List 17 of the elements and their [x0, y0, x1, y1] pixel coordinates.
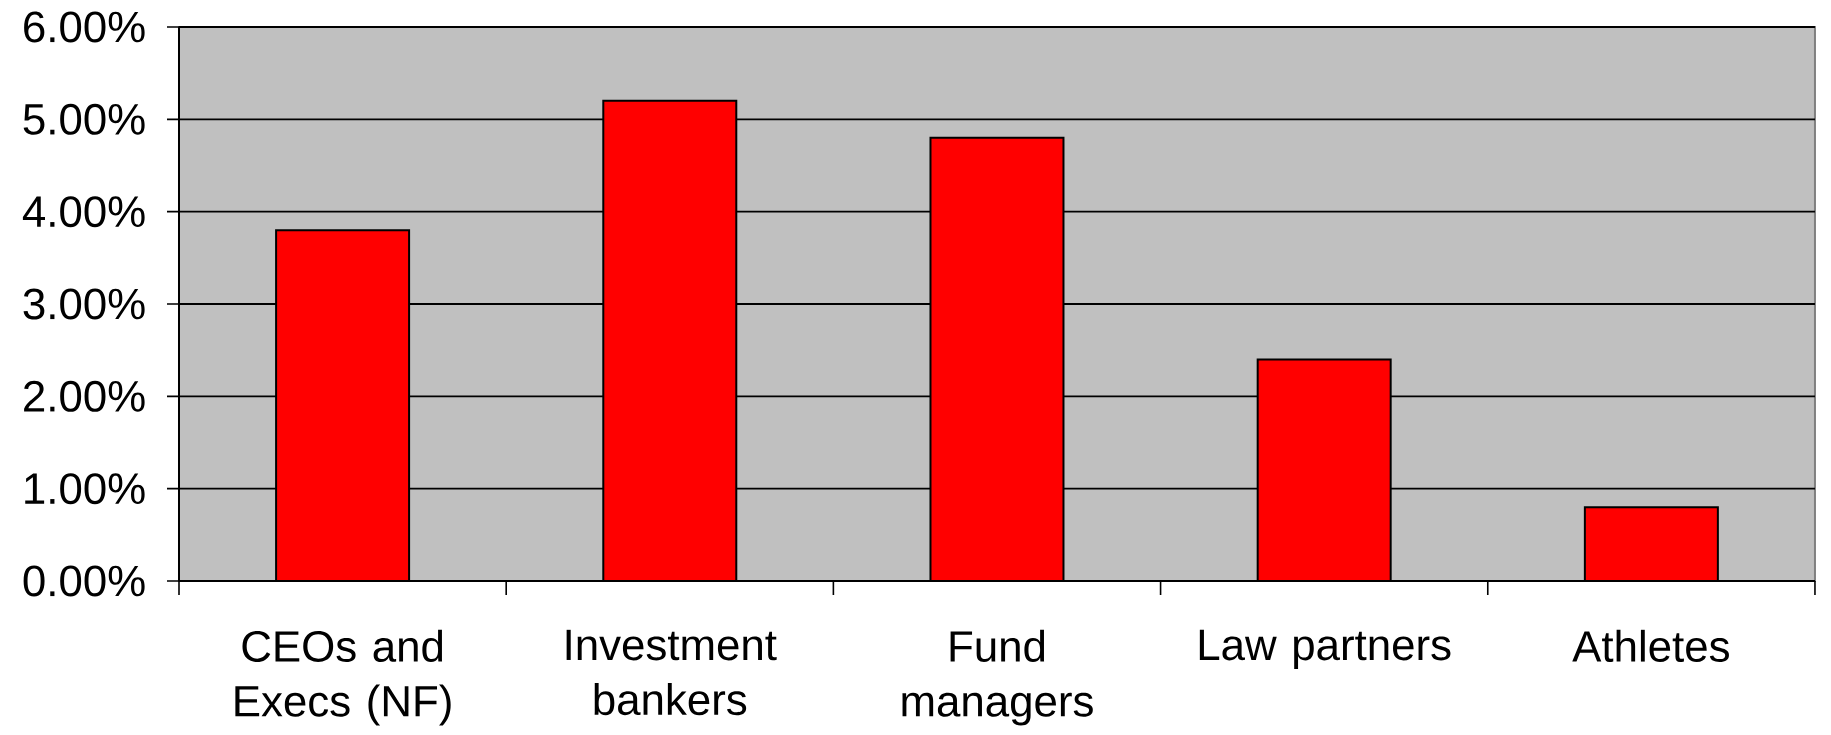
y-tick-label: 4.00% — [22, 196, 145, 228]
bar — [1256, 358, 1392, 581]
y-tick-label: 2.00% — [24, 380, 145, 412]
y-tick-label: 0.00% — [23, 565, 145, 597]
x-tick-label: CEOs and Execs (NF) — [235, 629, 451, 726]
bar — [929, 136, 1065, 581]
x-tick-label: Investment bankers — [566, 629, 777, 716]
y-tick-label: 1.00% — [25, 473, 145, 505]
x-tick-label: Law partners — [1199, 629, 1451, 670]
x-tick-label: Fund managers — [902, 629, 1093, 726]
y-tick-label: 5.00% — [23, 103, 145, 135]
x-tick-label: Athletes — [1572, 629, 1729, 662]
bar — [1583, 506, 1719, 581]
bar — [602, 99, 738, 581]
y-tick-label: 3.00% — [23, 288, 145, 320]
bar — [275, 229, 411, 581]
y-tick-label: 6.00% — [24, 11, 145, 43]
